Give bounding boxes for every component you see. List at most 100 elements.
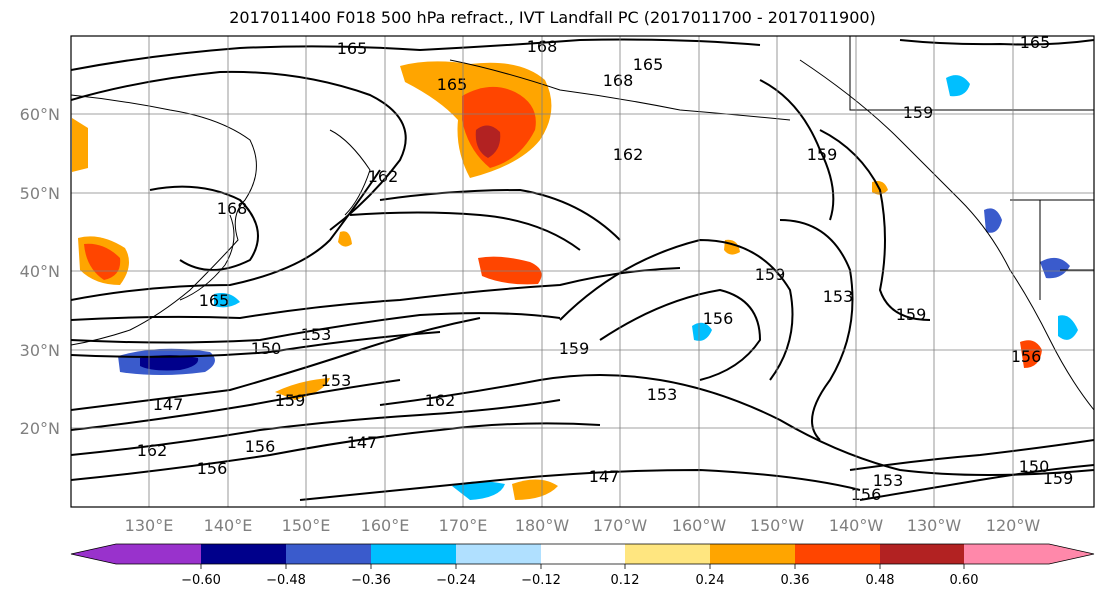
contour-label: 165 [633, 55, 664, 74]
contour-label: 159 [1043, 469, 1074, 488]
contour-line [71, 38, 761, 71]
contour-label: 147 [589, 467, 620, 486]
contour-line [71, 399, 561, 456]
contour-label: 168 [217, 199, 248, 218]
contour-line [149, 185, 259, 271]
border-states [1010, 199, 1094, 300]
anomaly-patch [275, 378, 330, 400]
contour-label: 153 [301, 325, 332, 344]
contour-label: 159 [903, 103, 934, 122]
colorbar-tick-label: −0.36 [351, 573, 391, 588]
contour-label: 150 [1019, 457, 1050, 476]
anomaly-patch [692, 322, 712, 341]
contour-line [599, 288, 762, 381]
lat-label: 40°N [20, 262, 60, 281]
colorbar-tick-label: 0.60 [950, 573, 979, 588]
anomaly-patch [946, 75, 970, 97]
colorbar-tick-label: −0.60 [181, 573, 221, 588]
contour-label: 153 [647, 385, 678, 404]
map-panel [71, 36, 1094, 507]
colorbar-segment [795, 544, 880, 564]
lon-label: 140°W [829, 516, 884, 535]
contour-label: 156 [197, 459, 228, 478]
contour-line [349, 211, 581, 251]
contour-label-group: 165 168 165 168 165 162 159 162 168 159 … [137, 33, 1074, 504]
anomaly-patch [338, 231, 352, 247]
colorbar-ticks [200, 564, 965, 569]
contour-label: 156 [851, 485, 882, 504]
figure-title: 2017011400 F018 500 hPa refract., IVT La… [229, 8, 876, 27]
lon-label: 150°W [750, 516, 805, 535]
colorbar-segment [541, 544, 625, 564]
lat-label: 50°N [20, 184, 60, 203]
colorbar-segment [456, 544, 541, 564]
contour-label: 165 [1020, 33, 1051, 52]
colorbar-segment [116, 544, 201, 564]
contour-line [71, 70, 407, 231]
contour-label: 147 [347, 433, 378, 452]
contour-line [71, 267, 681, 321]
anomaly-patch [984, 208, 1002, 233]
lon-label: 160°E [361, 516, 410, 535]
contour-label: 162 [425, 391, 456, 410]
lon-label: 180°W [515, 516, 570, 535]
contour-label: 153 [873, 471, 904, 490]
contour-line [779, 219, 854, 441]
contour-label: 159 [807, 145, 838, 164]
contour-label: 168 [603, 71, 634, 90]
map-frame [70, 35, 1095, 508]
colorbar-segment [71, 544, 116, 564]
colorbar-tick-label: 0.24 [696, 573, 725, 588]
lon-label: 130°W [907, 516, 962, 535]
coastline-kamchatka [329, 129, 371, 216]
contour-label: 165 [199, 291, 230, 310]
colorbar-segment [1049, 544, 1094, 564]
contour-line [849, 439, 1094, 471]
latitude-labels: 60°N 50°N 40°N 30°N 20°N [20, 105, 60, 438]
longitude-labels: 130°E 140°E 150°E 160°E 170°E 180°W 170°… [125, 516, 1041, 535]
lon-label: 140°E [204, 516, 253, 535]
lon-label: 120°W [986, 516, 1041, 535]
anomaly-patch [140, 355, 199, 371]
anomaly-patch [478, 256, 542, 285]
colorbar-segment [710, 544, 795, 564]
lon-label: 170°W [593, 516, 648, 535]
colorbar-tick-label: 0.36 [781, 573, 810, 588]
contour-label: 165 [337, 39, 368, 58]
lat-label: 20°N [20, 419, 60, 438]
contour-label: 159 [275, 391, 306, 410]
contour-line [71, 331, 441, 358]
lon-label: 160°W [672, 516, 727, 535]
colorbar-segment [286, 544, 371, 564]
contour-label: 165 [437, 75, 468, 94]
contour-label: 156 [245, 437, 276, 456]
colorbar-segment [880, 544, 964, 564]
anomaly-patch [1020, 340, 1042, 368]
contour-line [71, 379, 401, 431]
contour-line [859, 464, 1094, 501]
colorbar-segment [625, 544, 710, 564]
contour-label: 162 [613, 145, 644, 164]
anomaly-patch [1058, 315, 1078, 340]
anomaly-patch [214, 293, 240, 308]
colorbar-tick-label: −0.48 [266, 573, 306, 588]
colorbar-tick-label: −0.24 [436, 573, 476, 588]
colorbar-segment [371, 544, 456, 564]
lat-label: 60°N [20, 105, 60, 124]
colorbar-outline [70, 543, 1095, 565]
anomaly-patch [1040, 257, 1070, 279]
contour-label: 159 [755, 265, 786, 284]
contour-line [559, 238, 794, 381]
contour-label: 159 [896, 305, 927, 324]
graticule [71, 36, 1094, 507]
contour-label: 162 [368, 167, 399, 186]
coastline-japan [179, 214, 235, 301]
contour-label: 156 [1011, 347, 1042, 366]
colorbar-tick-label: 0.12 [611, 573, 640, 588]
contour-line [71, 312, 561, 344]
contour-label: 147 [153, 395, 184, 414]
contour-label: 159 [559, 339, 590, 358]
shaded-anomalies [72, 61, 1078, 500]
contour-line [899, 39, 1094, 46]
